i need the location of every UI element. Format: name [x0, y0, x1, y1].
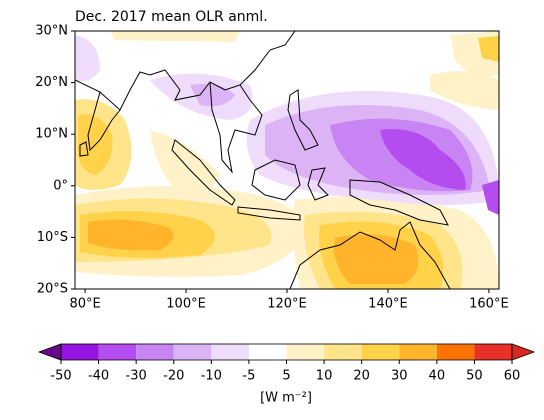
colorbar-under: [37, 343, 62, 361]
colorbar-tick-label: 20: [353, 369, 370, 384]
colorbar-segment: [211, 344, 249, 360]
title: Dec. 2017 mean OLR anml.: [75, 9, 268, 25]
colorbar-tick-label: -5: [242, 369, 255, 384]
y-tick-label: 20°S: [37, 282, 68, 297]
y-tick-label: 10°N: [35, 127, 68, 142]
colorbar-tick-label: -10: [201, 369, 222, 384]
colorbar-segment: [173, 344, 212, 360]
colorbar-tick-label: 60: [504, 369, 521, 384]
colorbar-segment: [474, 344, 512, 360]
map-area: [75, 31, 499, 289]
x-tick-label: 100°E: [166, 297, 206, 312]
colorbar-tick-label: 40: [429, 369, 446, 384]
colorbar-segment: [136, 344, 174, 360]
y-tick-label: 10°S: [37, 230, 68, 245]
x-tick-label: 140°E: [368, 297, 408, 312]
y-tick-label: 20°N: [35, 75, 68, 90]
colorbar-tick-label: 5: [282, 369, 290, 384]
x-tick-label: 80°E: [69, 297, 100, 312]
x-tick-label: 120°E: [267, 297, 307, 312]
colorbar-tick-label: -50: [50, 369, 71, 384]
colorbar-tick-label: -40: [88, 369, 109, 384]
colorbar-tick-label: 30: [391, 369, 408, 384]
colorbar-label: [W m⁻²]: [260, 391, 312, 406]
colorbar-segment: [286, 344, 325, 360]
colorbar-segment: [98, 344, 137, 360]
colorbar-segment: [399, 344, 437, 360]
colorbar-segment: [61, 344, 99, 360]
colorbar-segment: [248, 344, 287, 360]
colorbar-tick-label: 10: [316, 369, 333, 384]
colorbar-segment: [436, 344, 475, 360]
colorbar-segment: [324, 344, 362, 360]
colorbar-segment: [361, 344, 400, 360]
colorbar-tick-label: -20: [163, 369, 184, 384]
colorbar-tick-label: -30: [126, 369, 147, 384]
colorbar-over: [511, 343, 536, 361]
y-tick-label: 0°: [53, 178, 68, 193]
y-tick-label: 30°N: [35, 24, 68, 39]
colorbar-tick-label: 50: [466, 369, 483, 384]
x-tick-label: 160°E: [469, 297, 509, 312]
